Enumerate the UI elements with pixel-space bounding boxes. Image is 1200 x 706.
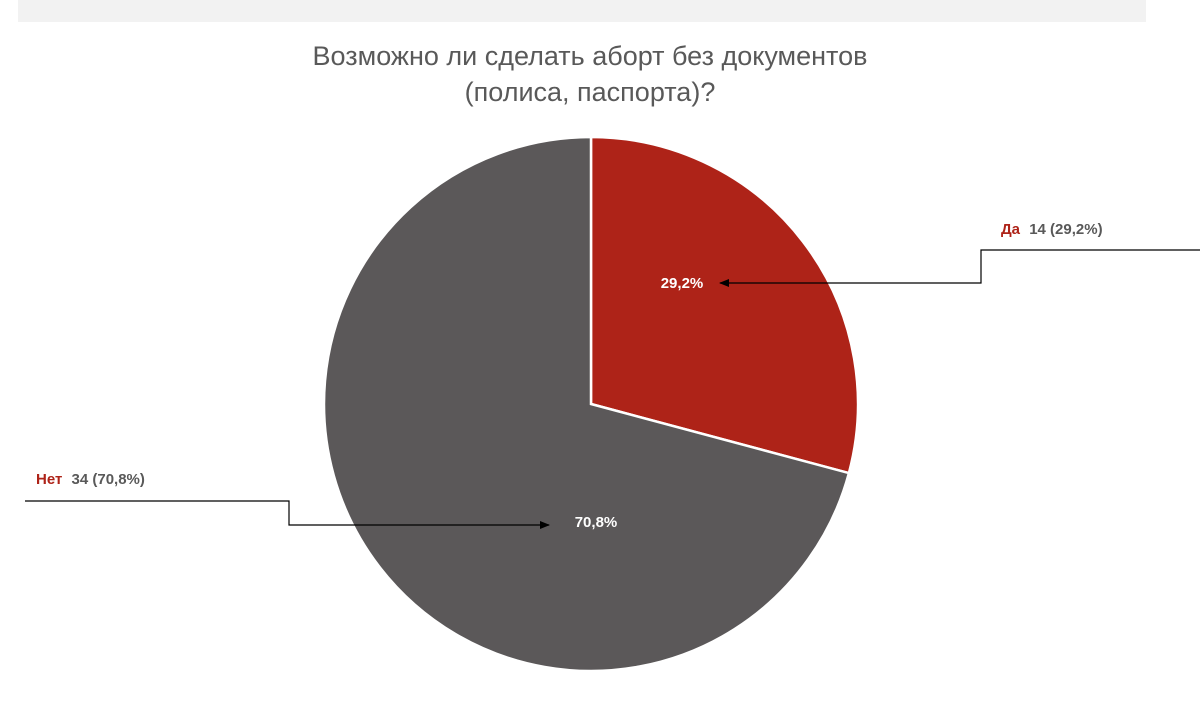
pie-slices — [322, 135, 860, 673]
top-strip — [18, 0, 1146, 22]
callout-label-da: Да 14 (29,2%) — [1001, 221, 1103, 238]
pie-slice-net — [322, 135, 851, 673]
leader-line-da — [719, 249, 1200, 287]
slice-percent-net: 70,8% — [575, 514, 618, 531]
callout-category-net: Нет — [36, 471, 62, 488]
slice-percent-da: 29,2% — [661, 275, 704, 292]
chart-title-line-2: (полиса, паспорта)? — [464, 77, 716, 107]
callout-category-da: Да — [1001, 221, 1021, 238]
callout-label-net: Нет 34 (70,8%) — [36, 471, 145, 488]
callout-count-da: 14 (29,2%) — [1029, 221, 1102, 238]
callout-count-net: 34 (70,8%) — [72, 471, 145, 488]
chart-title: Возможно ли сделать аборт без документов… — [190, 38, 990, 110]
leader-line-net — [25, 500, 550, 529]
pie-slice-da — [589, 135, 860, 475]
chart-title-line-1: Возможно ли сделать аборт без документов — [312, 41, 868, 71]
